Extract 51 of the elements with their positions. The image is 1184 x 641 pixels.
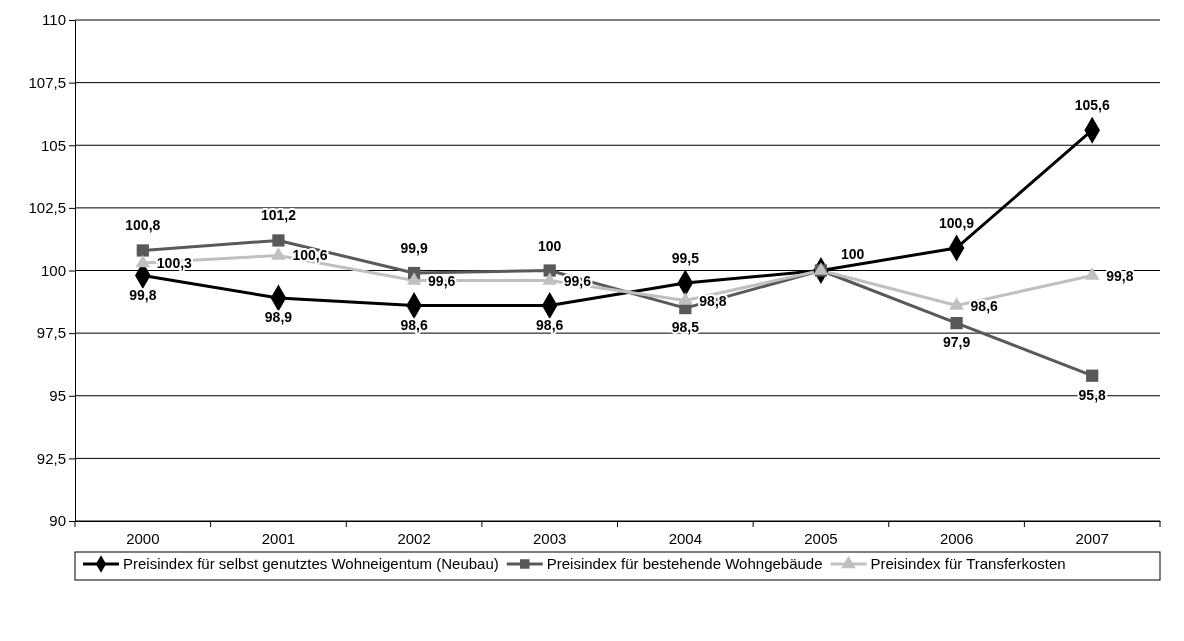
x-tick-label: 2004 bbox=[668, 529, 702, 547]
y-tick-label: 105 bbox=[40, 136, 66, 154]
data-label: 97,9 bbox=[942, 334, 971, 351]
data-label: 105,6 bbox=[1074, 97, 1110, 114]
x-tick-label: 2005 bbox=[804, 529, 838, 547]
point bbox=[678, 292, 693, 305]
data-label: 98,9 bbox=[264, 309, 293, 326]
x-tick-label: 2006 bbox=[939, 529, 974, 547]
x-tick-label: 2001 bbox=[261, 529, 296, 547]
x-tick-label: 2000 bbox=[126, 529, 160, 547]
point bbox=[950, 316, 963, 330]
data-label: 99,9 bbox=[400, 240, 428, 257]
x-tick-label: 2002 bbox=[397, 529, 431, 547]
data-label: 100,8 bbox=[125, 217, 161, 234]
data-label: 99,8 bbox=[1106, 267, 1134, 284]
data-label: 100 bbox=[538, 237, 562, 254]
legend-label: Preisindex für selbst genutztes Wohneigentum (Neubau) bbox=[123, 555, 499, 572]
data-label: 98,6 bbox=[970, 297, 999, 314]
point bbox=[136, 244, 149, 257]
point bbox=[406, 272, 422, 285]
data-label: 99,5 bbox=[671, 250, 700, 267]
point bbox=[543, 264, 556, 277]
point bbox=[542, 272, 557, 285]
y-tick-label: 92,5 bbox=[36, 449, 66, 467]
x-tick-label: 2003 bbox=[533, 529, 567, 547]
point bbox=[1086, 369, 1099, 382]
data-label: 100 bbox=[840, 245, 865, 262]
point bbox=[1084, 267, 1100, 280]
point bbox=[135, 254, 151, 268]
data-label: 100,9 bbox=[939, 214, 975, 231]
data-label: 99,8 bbox=[129, 286, 157, 303]
data-label: 101,2 bbox=[260, 207, 297, 224]
point bbox=[272, 234, 285, 247]
data-label: 99,6 bbox=[428, 272, 456, 289]
data-label: 100,6 bbox=[292, 247, 328, 264]
data-label: 98,6 bbox=[536, 316, 564, 333]
y-tick-label: 102,5 bbox=[28, 199, 66, 217]
data-label: 98,5 bbox=[671, 319, 700, 336]
y-tick-label: 107,5 bbox=[28, 73, 66, 91]
y-tick-label: 100 bbox=[40, 261, 66, 279]
x-tick-label: 2007 bbox=[1075, 529, 1109, 547]
y-tick-label: 95 bbox=[49, 387, 66, 405]
data-label: 98,6 bbox=[400, 316, 428, 333]
y-tick-label: 110 bbox=[42, 11, 66, 29]
point bbox=[949, 297, 964, 310]
y-tick-label: 90 bbox=[49, 512, 66, 530]
y-tick-label: 97,5 bbox=[36, 324, 66, 342]
point bbox=[271, 247, 286, 260]
legend-label: Preisindex für bestehende Wohngebäude bbox=[546, 555, 823, 572]
legend-label: Preisindex für Transferkosten bbox=[870, 555, 1066, 572]
data-label: 100,3 bbox=[156, 254, 193, 271]
